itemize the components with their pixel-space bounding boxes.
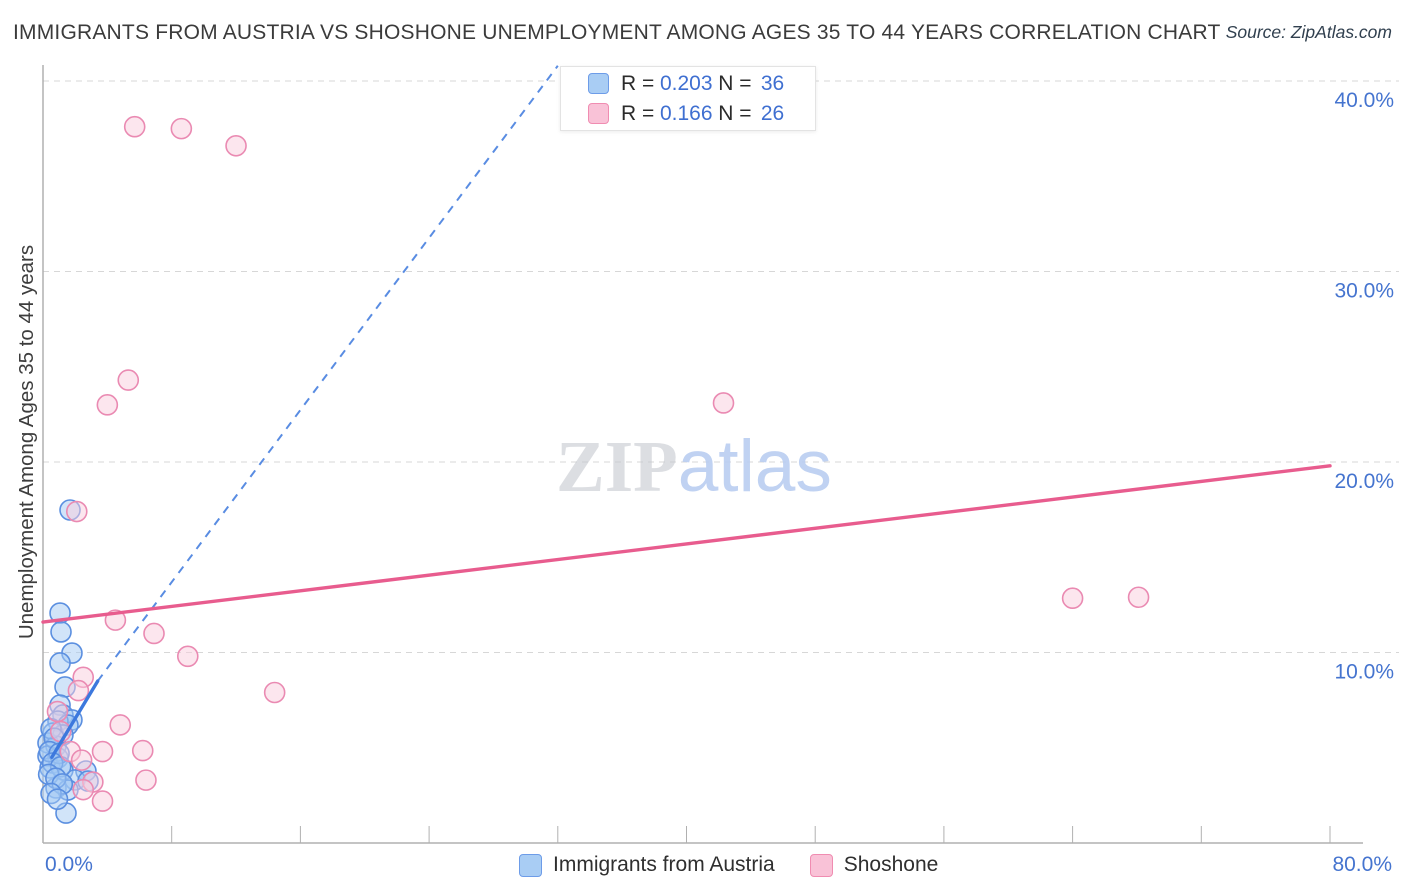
watermark-atlas: atlas bbox=[678, 426, 832, 507]
austria-legend-label: Immigrants from Austria bbox=[553, 853, 775, 876]
scatter-point-shoshone[interactable] bbox=[117, 369, 140, 391]
shoshone-legend-label: Shoshone bbox=[843, 853, 939, 876]
scatter-point-shoshone[interactable] bbox=[263, 681, 286, 704]
legend-row-shoshone: R = 0.166 N = 26 bbox=[588, 100, 815, 127]
r-label: R = bbox=[621, 71, 655, 95]
n-label: N = bbox=[718, 71, 752, 95]
austria-legend-swatch bbox=[519, 853, 542, 877]
x-tick-label: 0.0% bbox=[45, 853, 93, 876]
scatter-point-shoshone[interactable] bbox=[67, 679, 90, 702]
watermark-zip: ZIP bbox=[556, 426, 678, 507]
scatter-point-shoshone[interactable] bbox=[170, 117, 193, 140]
source-attribution: Source: ZipAtlas.com bbox=[1225, 22, 1392, 42]
scatter-point-shoshone[interactable] bbox=[1127, 586, 1150, 609]
page-title: IMMIGRANTS FROM AUSTRIA VS SHOSHONE UNEM… bbox=[13, 21, 1221, 44]
y-tick-label: 40.0% bbox=[1334, 89, 1394, 112]
y-tick-label: 30.0% bbox=[1334, 280, 1394, 303]
austria-swatch bbox=[588, 73, 609, 94]
r-value: 0.203 bbox=[659, 71, 713, 95]
n-value: 26 bbox=[760, 101, 785, 125]
scatter-point-shoshone[interactable] bbox=[72, 778, 95, 801]
legend-row-austria: R = 0.203 N = 36 bbox=[588, 70, 815, 97]
scatter-point-shoshone[interactable] bbox=[131, 739, 154, 762]
scatter-point-austria[interactable] bbox=[49, 652, 71, 674]
n-value: 36 bbox=[760, 71, 785, 95]
scatter-point-shoshone[interactable] bbox=[712, 392, 735, 414]
scatter-point-shoshone[interactable] bbox=[96, 394, 119, 416]
scatter-point-shoshone[interactable] bbox=[46, 700, 69, 723]
r-value: 0.166 bbox=[659, 101, 713, 125]
scatter-point-shoshone[interactable] bbox=[109, 714, 132, 736]
scatter-point-shoshone[interactable] bbox=[123, 115, 146, 138]
n-label: N = bbox=[718, 101, 752, 125]
scatter-point-shoshone[interactable] bbox=[143, 622, 165, 645]
scatter-point-austria[interactable] bbox=[46, 788, 69, 810]
scatter-point-shoshone[interactable] bbox=[176, 645, 199, 668]
shoshone-swatch bbox=[588, 103, 609, 124]
r-label: R = bbox=[621, 101, 655, 125]
correlation-legend: R = 0.203 N = 36 R = 0.166 N = 26 bbox=[560, 66, 816, 131]
y-tick-label: 10.0% bbox=[1334, 661, 1394, 684]
scatter-point-shoshone[interactable] bbox=[91, 740, 114, 763]
scatter-point-shoshone[interactable] bbox=[91, 790, 114, 812]
watermark: ZIPatlas bbox=[556, 426, 832, 507]
x-tick-label: 80.0% bbox=[1332, 853, 1392, 876]
scatter-point-shoshone[interactable] bbox=[70, 749, 93, 771]
austria-trend-line bbox=[50, 679, 100, 759]
shoshone-legend-swatch bbox=[809, 853, 833, 877]
scatter-point-shoshone[interactable] bbox=[65, 500, 88, 523]
scatter-point-shoshone[interactable] bbox=[1061, 587, 1084, 610]
scatter-point-austria[interactable] bbox=[50, 621, 72, 643]
y-tick-label: 20.0% bbox=[1334, 470, 1394, 493]
series-legend: Immigrants from Austria Shoshone bbox=[519, 853, 938, 877]
shoshone-trend-line bbox=[41, 464, 1332, 624]
scatter-point-shoshone[interactable] bbox=[135, 769, 157, 791]
scatter-point-shoshone[interactable] bbox=[225, 134, 247, 157]
